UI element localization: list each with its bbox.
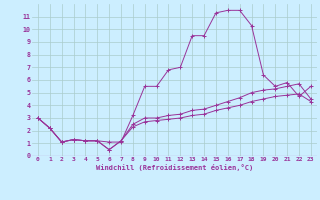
X-axis label: Windchill (Refroidissement éolien,°C): Windchill (Refroidissement éolien,°C) (96, 164, 253, 171)
